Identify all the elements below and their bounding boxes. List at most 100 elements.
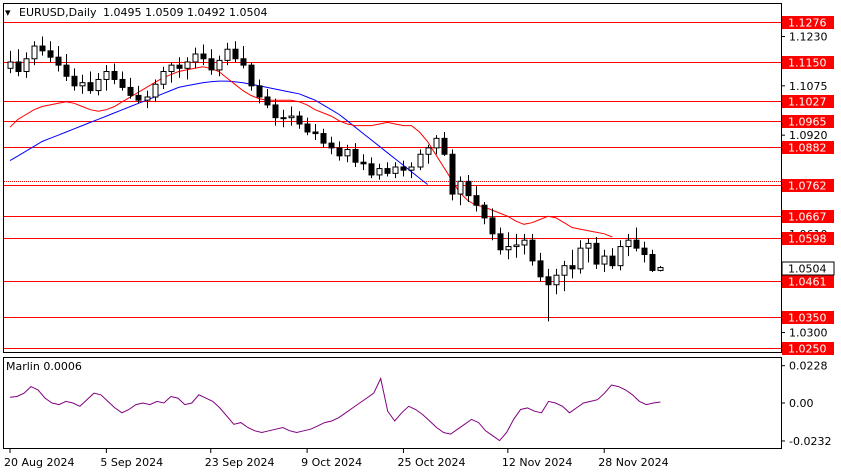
candle-body-up [513, 244, 520, 248]
candle-body-down [272, 104, 279, 119]
candle-body-down [71, 75, 78, 87]
candle [529, 233, 536, 266]
level-tag [782, 232, 834, 245]
candle-body-up [553, 274, 560, 286]
candle-body-up [408, 166, 415, 171]
candle-body-down [296, 115, 303, 125]
candle-body-up [625, 239, 632, 248]
level-tag [782, 56, 834, 69]
candle-body-down [649, 254, 656, 271]
candle-body-down [200, 53, 207, 60]
candle [312, 124, 319, 140]
candle-body-down [127, 86, 134, 96]
candle-body-up [168, 64, 175, 73]
candle [657, 265, 664, 272]
candle [256, 79, 263, 104]
indicator-label: Marlin 0.0006 [6, 360, 82, 373]
level-tag-label: 1.0461 [788, 276, 827, 289]
candle-body-down [609, 255, 616, 267]
candle [200, 44, 207, 66]
date-tick-label: 28 Nov 2024 [598, 456, 668, 469]
candle-body-up [505, 246, 512, 251]
candle-body-up [31, 45, 38, 60]
candle [617, 240, 624, 271]
level-tag-label: 1.1276 [788, 17, 827, 30]
candle [408, 162, 415, 179]
candle-body-down [336, 147, 343, 157]
candle-body-down [360, 161, 367, 165]
candle [561, 260, 568, 292]
candle [417, 149, 424, 171]
candle-body-down [240, 58, 247, 66]
candle-body-down [633, 239, 640, 249]
candle [176, 57, 183, 78]
candle [473, 186, 480, 212]
candle-body-up [601, 255, 608, 265]
candle [465, 174, 472, 203]
ohlc-readout: 1.0495 1.0509 1.0492 1.0504 [103, 6, 267, 19]
level-tag [782, 179, 834, 192]
price-tick-label: 1.1230 [789, 31, 828, 44]
level-tag [782, 16, 834, 29]
candle [232, 41, 239, 62]
candle [344, 144, 351, 163]
candle [433, 135, 440, 155]
candle-body-up [79, 82, 86, 87]
candle [489, 208, 496, 241]
candle-body-down [264, 96, 271, 106]
candle [7, 50, 14, 74]
date-tick-label: 5 Sep 2024 [100, 456, 163, 469]
candle [87, 71, 94, 94]
level-tag-label: 1.0250 [788, 343, 827, 356]
candle-body-down [47, 50, 54, 58]
candle [384, 162, 391, 177]
candle [601, 249, 608, 273]
current-price-tag [781, 261, 835, 276]
candle [585, 238, 592, 263]
candle [505, 232, 512, 260]
level-tag-label: 1.0598 [788, 233, 827, 246]
level-price-tags: 1.1276 1.1150 1.1027 1.0965 1.0882 1.0762 1.06… [781, 16, 835, 356]
candle [47, 41, 54, 62]
candle [328, 136, 335, 155]
candle-body-up [376, 168, 383, 176]
date-tick-label: 25 Oct 2024 [397, 456, 465, 469]
candle-body-down [400, 166, 407, 171]
candle [577, 240, 584, 274]
date-tick-label: 20 Aug 2024 [4, 456, 74, 469]
candle [304, 117, 311, 136]
candle-body-down [208, 58, 215, 71]
level-tag [782, 141, 834, 154]
candle-body-down [119, 78, 126, 88]
candle-body-up [344, 148, 351, 157]
level-tag-label: 1.0350 [788, 312, 827, 325]
candle [545, 268, 552, 322]
level-tag-label: 1.1150 [788, 57, 827, 70]
candle [320, 128, 327, 148]
ma-long-line [9, 80, 428, 185]
candle [127, 77, 134, 99]
candle [288, 106, 295, 126]
oscillator-line [9, 376, 661, 442]
level-tag-label: 1.1027 [788, 96, 827, 109]
candle-body-down [384, 168, 391, 174]
candle-body-down [537, 260, 544, 278]
candle-body-up [392, 166, 399, 174]
candle-body-down [545, 276, 552, 286]
candle-body-down [449, 153, 456, 195]
candle-body-up [216, 59, 223, 71]
candle [376, 163, 383, 180]
candle-body-up [184, 61, 191, 69]
candle [569, 249, 576, 279]
candle [15, 49, 22, 77]
candle-body-down [441, 137, 448, 155]
level-tag [782, 115, 834, 128]
candle [641, 241, 648, 263]
osc-tick-label: 0.0228 [789, 360, 828, 373]
candle-body-down [473, 195, 480, 206]
main-panel-frame [3, 3, 782, 353]
level-tag-label: 1.0762 [788, 180, 827, 193]
candle [352, 143, 359, 167]
date-tick-label: 12 Nov 2024 [502, 456, 572, 469]
